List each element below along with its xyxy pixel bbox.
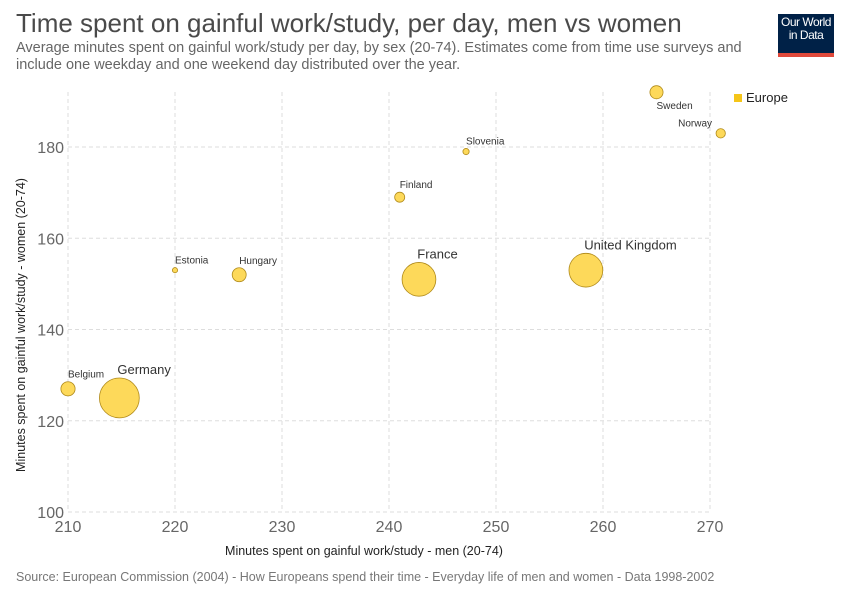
logo-line-1: Our World — [781, 15, 831, 29]
legend[interactable]: Europe — [734, 90, 788, 105]
data-points — [60, 85, 726, 419]
x-tick-label: 250 — [483, 519, 510, 536]
point-hungary[interactable] — [231, 267, 247, 283]
x-axis-ticks: 210 220 230 240 250 260 270 — [55, 519, 724, 536]
y-axis-ticks: 100 120 140 160 180 — [37, 140, 64, 522]
label-united-kingdom: United Kingdom — [584, 237, 677, 252]
x-tick-label: 270 — [697, 519, 724, 536]
label-france: France — [417, 246, 457, 261]
label-sweden: Sweden — [657, 101, 693, 112]
label-finland: Finland — [400, 180, 433, 191]
label-slovenia: Slovenia — [466, 136, 505, 147]
point-labels: Belgium Germany Estonia Hungary Finland Franc… — [68, 101, 712, 381]
point-united-kingdom[interactable] — [568, 252, 604, 288]
point-belgium[interactable] — [60, 381, 76, 397]
point-france[interactable] — [401, 262, 437, 297]
point-norway[interactable] — [715, 128, 726, 139]
y-tick-label: 180 — [37, 140, 64, 157]
x-axis-label: Minutes spent on gainful work/study - me… — [225, 544, 503, 558]
point-germany[interactable] — [99, 377, 140, 419]
label-germany: Germany — [117, 362, 171, 377]
y-axis-label: Minutes spent on gainful work/study - wo… — [14, 178, 28, 472]
point-sweden[interactable] — [649, 85, 664, 100]
x-tick-label: 230 — [269, 519, 296, 536]
y-tick-label: 120 — [37, 414, 64, 431]
label-hungary: Hungary — [239, 256, 277, 267]
x-tick-label: 210 — [55, 519, 82, 536]
logo-line-2: in Data — [788, 28, 824, 42]
point-finland[interactable] — [394, 191, 406, 203]
y-tick-label: 160 — [37, 231, 64, 248]
chart-subtitle: Average minutes spent on gainful work/st… — [16, 40, 742, 73]
x-tick-label: 220 — [162, 519, 189, 536]
label-belgium: Belgium — [68, 370, 104, 381]
owid-logo[interactable]: Our World in Data — [778, 14, 834, 57]
legend-swatch-europe — [734, 94, 742, 102]
legend-label-europe: Europe — [746, 90, 788, 105]
y-tick-label: 140 — [37, 323, 64, 340]
x-tick-label: 240 — [376, 519, 403, 536]
x-tick-label: 260 — [590, 519, 617, 536]
grid-lines — [67, 92, 711, 513]
label-norway: Norway — [678, 119, 712, 130]
point-slovenia[interactable] — [462, 148, 470, 156]
chart-title: Time spent on gainful work/study, per da… — [16, 8, 682, 38]
source-note: Source: European Commission (2004) - How… — [16, 570, 715, 584]
point-estonia[interactable] — [171, 267, 179, 274]
y-tick-label: 100 — [37, 505, 64, 522]
label-estonia: Estonia — [175, 256, 209, 267]
